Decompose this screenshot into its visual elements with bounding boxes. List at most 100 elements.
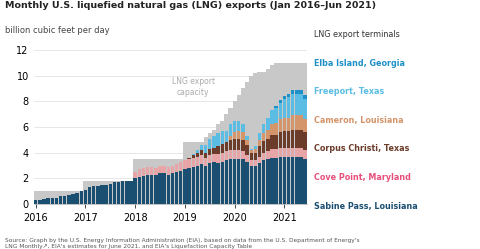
Bar (295, 115, 299, 129)
Bar (233, 159, 236, 204)
Bar (138, 169, 141, 177)
Bar (237, 95, 241, 204)
Bar (295, 157, 299, 204)
Bar (291, 129, 294, 148)
Bar (295, 63, 299, 204)
Bar (59, 196, 62, 204)
Bar (220, 162, 224, 204)
Bar (208, 163, 212, 204)
Bar (208, 149, 212, 155)
Bar (266, 129, 269, 138)
Bar (195, 142, 199, 204)
Bar (270, 135, 274, 149)
Bar (200, 155, 203, 164)
Bar (287, 131, 290, 148)
Bar (187, 159, 191, 168)
Bar (171, 166, 174, 173)
Bar (175, 164, 178, 172)
Bar (237, 159, 240, 204)
Bar (270, 110, 274, 124)
Bar (220, 131, 224, 144)
Bar (278, 103, 282, 119)
Text: billion cubic feet per day: billion cubic feet per day (5, 26, 109, 35)
Text: LNG export terminals: LNG export terminals (314, 30, 400, 39)
Bar (183, 142, 187, 204)
Bar (275, 149, 278, 158)
Bar (303, 159, 307, 204)
Bar (283, 118, 286, 131)
Bar (87, 181, 92, 204)
Bar (104, 181, 108, 204)
Bar (117, 181, 120, 204)
Bar (216, 146, 220, 154)
Bar (216, 154, 220, 163)
Bar (191, 142, 195, 204)
Bar (133, 172, 137, 179)
Bar (300, 148, 303, 157)
Bar (278, 63, 282, 204)
Bar (303, 95, 307, 99)
Bar (262, 124, 265, 133)
Bar (59, 191, 62, 204)
Bar (245, 162, 249, 204)
Bar (62, 191, 67, 204)
Bar (303, 99, 307, 119)
Bar (262, 141, 265, 153)
Bar (237, 138, 240, 150)
Bar (278, 100, 282, 103)
Bar (303, 63, 307, 204)
Bar (129, 181, 133, 204)
Text: Monthly U.S. liquefied natural gas (LNG) exports (Jan 2016–Jun 2021): Monthly U.S. liquefied natural gas (LNG)… (5, 1, 376, 10)
Bar (204, 166, 207, 204)
Bar (258, 163, 261, 204)
Bar (225, 160, 228, 204)
Bar (192, 154, 195, 155)
Bar (266, 69, 270, 204)
Bar (254, 166, 257, 204)
Bar (275, 123, 278, 135)
Text: Source: Graph by the U.S. Energy Information Administration (EIA), based on data: Source: Graph by the U.S. Energy Informa… (5, 238, 360, 249)
Bar (212, 162, 216, 204)
Bar (142, 176, 145, 204)
Bar (233, 138, 236, 150)
Bar (133, 159, 137, 204)
Bar (262, 133, 265, 141)
Bar (287, 148, 290, 157)
Bar (187, 158, 191, 159)
Bar (96, 181, 100, 204)
Bar (287, 63, 290, 204)
Bar (295, 94, 299, 115)
Bar (283, 157, 286, 204)
Bar (163, 173, 166, 204)
Bar (303, 150, 307, 159)
Bar (300, 129, 303, 148)
Bar (187, 168, 191, 204)
Bar (250, 160, 253, 166)
Bar (241, 88, 245, 204)
Bar (291, 157, 294, 204)
Bar (262, 153, 265, 160)
Bar (204, 137, 208, 204)
Bar (92, 181, 96, 204)
Bar (192, 167, 195, 204)
Bar (287, 94, 290, 97)
Bar (274, 63, 278, 204)
Bar (150, 159, 154, 204)
Bar (55, 198, 58, 204)
Bar (270, 149, 274, 158)
Bar (113, 182, 116, 204)
Bar (138, 177, 141, 204)
Bar (46, 191, 50, 204)
Bar (266, 151, 269, 159)
Bar (34, 200, 37, 204)
Bar (299, 63, 303, 204)
Bar (287, 118, 290, 131)
Bar (158, 166, 162, 173)
Bar (270, 124, 274, 135)
Bar (196, 150, 199, 153)
Bar (175, 172, 178, 204)
Bar (303, 119, 307, 132)
Text: Sabine Pass, Louisiana: Sabine Pass, Louisiana (314, 202, 418, 211)
Bar (245, 140, 249, 145)
Bar (216, 124, 220, 204)
